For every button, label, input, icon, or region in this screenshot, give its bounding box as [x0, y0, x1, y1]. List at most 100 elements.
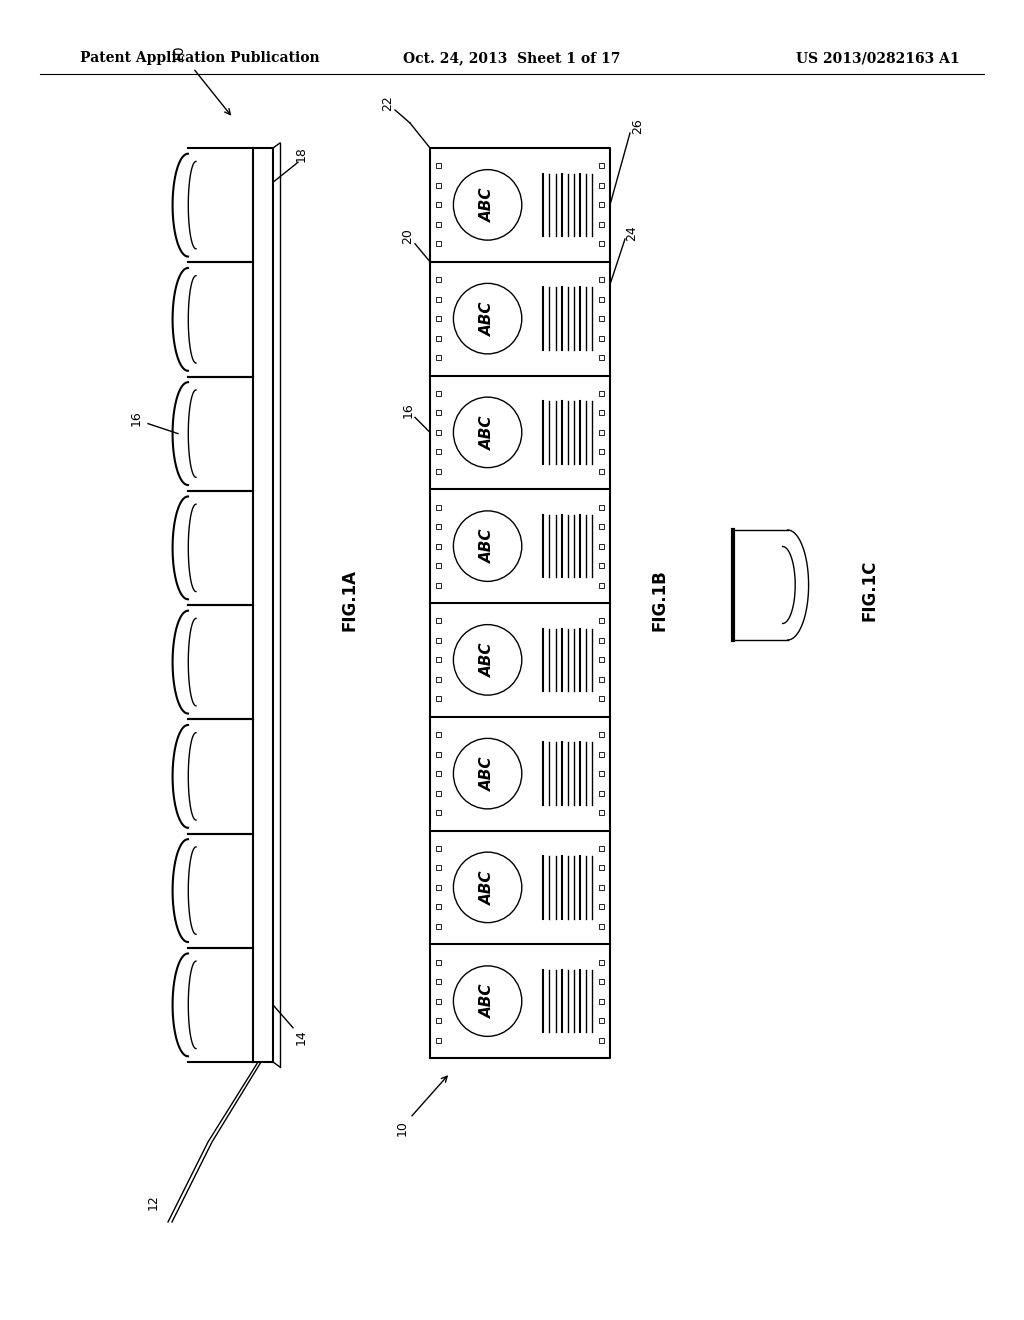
Bar	[436, 999, 441, 1003]
Text: ABC: ABC	[480, 870, 495, 904]
Text: 10: 10	[395, 1121, 409, 1137]
Bar	[599, 183, 604, 187]
Bar	[436, 449, 441, 454]
Ellipse shape	[454, 738, 522, 809]
Bar	[599, 277, 604, 282]
Bar	[436, 810, 441, 816]
Bar	[436, 469, 441, 474]
Text: 26: 26	[632, 117, 644, 133]
Bar	[436, 751, 441, 756]
Bar	[436, 924, 441, 929]
Ellipse shape	[454, 284, 522, 354]
Bar	[436, 355, 441, 360]
Ellipse shape	[454, 966, 522, 1036]
Bar	[436, 297, 441, 301]
Bar	[599, 430, 604, 434]
Ellipse shape	[454, 624, 522, 696]
Bar	[436, 866, 441, 870]
Bar	[436, 335, 441, 341]
Bar	[436, 1038, 441, 1043]
Bar	[599, 469, 604, 474]
Bar	[436, 733, 441, 737]
Text: 18: 18	[295, 147, 307, 162]
Bar	[599, 924, 604, 929]
Bar	[599, 638, 604, 643]
Bar	[599, 504, 604, 510]
Bar	[436, 771, 441, 776]
Bar	[436, 657, 441, 663]
Bar	[436, 242, 441, 247]
Bar	[599, 751, 604, 756]
Bar	[436, 391, 441, 396]
Bar	[436, 846, 441, 851]
Text: FIG.1C: FIG.1C	[861, 560, 879, 620]
Bar	[599, 1038, 604, 1043]
Bar	[599, 810, 604, 816]
Bar	[436, 524, 441, 529]
Bar	[436, 1018, 441, 1023]
Bar	[599, 164, 604, 168]
Bar	[436, 504, 441, 510]
Bar	[436, 582, 441, 587]
Text: Oct. 24, 2013  Sheet 1 of 17: Oct. 24, 2013 Sheet 1 of 17	[403, 51, 621, 65]
Bar	[599, 733, 604, 737]
Text: ABC: ABC	[480, 187, 495, 222]
Text: 16: 16	[401, 403, 415, 418]
Bar	[599, 884, 604, 890]
Bar	[436, 697, 441, 701]
Ellipse shape	[454, 169, 522, 240]
Bar	[599, 657, 604, 663]
Bar	[436, 222, 441, 227]
Text: US 2013/0282163 A1: US 2013/0282163 A1	[797, 51, 961, 65]
Bar	[599, 999, 604, 1003]
Text: ABC: ABC	[480, 414, 495, 450]
Text: 22: 22	[382, 95, 394, 111]
Bar	[599, 564, 604, 568]
Bar	[599, 771, 604, 776]
Text: 20: 20	[401, 228, 415, 244]
Bar	[436, 979, 441, 985]
Bar	[599, 411, 604, 416]
Bar	[599, 582, 604, 587]
Text: FIG.1B: FIG.1B	[651, 569, 669, 631]
Bar	[599, 335, 604, 341]
Bar	[599, 960, 604, 965]
Bar	[599, 1018, 604, 1023]
Bar	[436, 618, 441, 623]
Text: FIG.1A: FIG.1A	[341, 569, 359, 631]
Bar	[599, 391, 604, 396]
Bar	[599, 202, 604, 207]
Ellipse shape	[454, 397, 522, 467]
Text: ABC: ABC	[480, 983, 495, 1019]
Ellipse shape	[454, 511, 522, 581]
Text: ABC: ABC	[480, 529, 495, 564]
Bar	[436, 960, 441, 965]
Bar	[599, 315, 604, 321]
Bar	[436, 183, 441, 187]
Text: 16: 16	[129, 411, 142, 426]
Bar	[436, 904, 441, 909]
Bar	[436, 544, 441, 549]
Bar	[436, 564, 441, 568]
Text: ABC: ABC	[480, 301, 495, 335]
Bar	[599, 697, 604, 701]
Text: 24: 24	[626, 226, 639, 242]
Bar	[599, 544, 604, 549]
Bar	[599, 677, 604, 682]
Text: 12: 12	[146, 1195, 160, 1210]
Bar	[436, 430, 441, 434]
Bar	[599, 979, 604, 985]
Bar	[599, 449, 604, 454]
Bar	[436, 677, 441, 682]
Bar	[599, 242, 604, 247]
Bar	[599, 355, 604, 360]
Bar	[436, 411, 441, 416]
Bar	[436, 638, 441, 643]
Bar	[436, 315, 441, 321]
Text: Patent Application Publication: Patent Application Publication	[80, 51, 319, 65]
Bar	[599, 904, 604, 909]
Bar	[599, 297, 604, 301]
Text: 14: 14	[295, 1030, 307, 1044]
Text: 10: 10	[171, 44, 185, 62]
Bar	[436, 164, 441, 168]
